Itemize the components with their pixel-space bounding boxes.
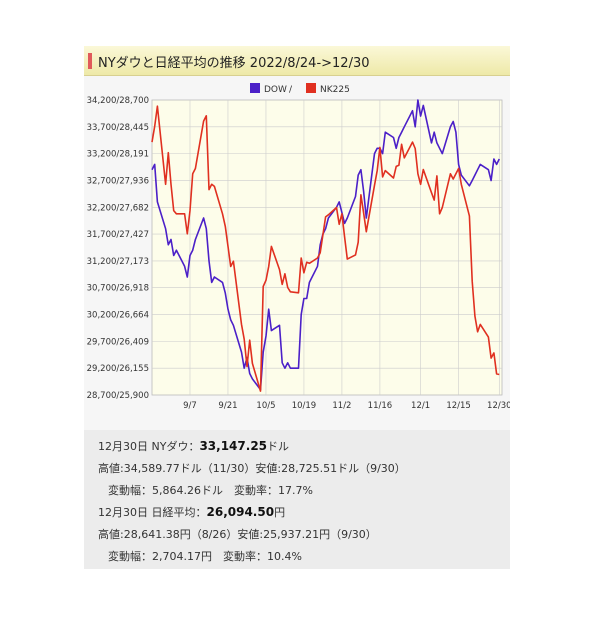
x-tick-label: 12/15 — [446, 401, 471, 411]
legend-label-nk225: NK225 — [320, 85, 350, 95]
plot-background — [151, 99, 503, 396]
y-tick-label: 30,200/26,664 — [87, 311, 149, 321]
nk-range-line: 高値:28,641.38円（8/26）安値:25,937.21円（9/30） — [98, 528, 377, 541]
y-tick-label: 34,200/28,700 — [87, 96, 149, 106]
series-line-nk225 — [151, 105, 500, 392]
series-lines — [151, 99, 501, 392]
y-tick-label: 30,700/26,918 — [87, 284, 149, 294]
chart-title: NYダウと日経平均の推移 2022/8/24->12/30 — [98, 56, 370, 71]
y-tick-label: 31,200/27,173 — [87, 257, 149, 267]
y-tick-label: 33,700/28,445 — [87, 123, 149, 133]
y-tick-label: 29,700/26,409 — [87, 337, 149, 347]
legend-swatch-dow — [250, 83, 260, 93]
y-tick-label: 32,200/27,682 — [87, 203, 149, 213]
nk-summary-line: 12月30日 日経平均：26,094.50円 — [98, 504, 285, 520]
legend-label-dow: DOW — [264, 85, 287, 95]
x-tick-label: 10/19 — [292, 401, 317, 411]
nk-unit: 円 — [274, 506, 286, 519]
x-tick-label: 9/7 — [183, 401, 197, 411]
y-tick-label: 33,200/28,191 — [87, 150, 149, 160]
grid — [152, 100, 502, 395]
dow-date-label: 12月30日 NYダウ： — [98, 440, 200, 453]
nk-close-value: 26,094.50 — [206, 505, 275, 519]
legend-separator: / — [289, 85, 293, 95]
nk-change-line: 変動幅：2,704.17円 変動率：10.4% — [108, 550, 302, 563]
y-axis-ticks: 34,200/28,700 33,700/28,445 33,200/28,191 3… — [87, 96, 149, 401]
dow-range-line: 高値:34,589.77ドル（11/30）安値:28,725.51ドル（9/30… — [98, 462, 406, 475]
dow-summary-line: 12月30日 NYダウ：33,147.25ドル — [98, 438, 289, 454]
y-tick-label: 28,700/25,900 — [87, 391, 149, 401]
x-tick-label: 11/16 — [368, 401, 393, 411]
x-tick-label: 12/30 — [487, 401, 510, 411]
title-bar: NYダウと日経平均の推移 2022/8/24->12/30 — [84, 46, 510, 76]
line-chart: 34,200/28,700 33,700/28,445 33,200/28,191 3… — [87, 83, 510, 411]
title-accent-bar — [88, 53, 92, 69]
y-tick-label: 29,200/26,155 — [87, 364, 149, 374]
dow-change-line: 変動幅：5,864.26ドル 変動率：17.7% — [108, 484, 313, 497]
legend-swatch-nk225 — [306, 83, 316, 93]
x-tick-label: 9/21 — [218, 401, 237, 411]
y-tick-label: 31,700/27,427 — [87, 230, 149, 240]
summary-panel: 12月30日 NYダウ：33,147.25ドル 高値:34,589.77ドル（1… — [84, 430, 510, 569]
x-tick-label: 12/1 — [411, 401, 430, 411]
legend: DOW / NK225 — [250, 83, 350, 95]
series-line-dow — [151, 99, 501, 391]
nk-date-label: 12月30日 日経平均： — [98, 506, 207, 519]
x-tick-label: 11/2 — [332, 401, 351, 411]
y-tick-label: 32,700/27,936 — [87, 176, 149, 186]
dow-unit: ドル — [267, 440, 290, 453]
chart-panel: NYダウと日経平均の推移 2022/8/24->12/30 34,200/28,… — [84, 46, 510, 569]
x-axis-ticks: 9/7 9/21 10/5 10/19 11/2 11/16 12/1 12/15 12/30 — [183, 401, 510, 411]
dow-close-value: 33,147.25 — [199, 439, 268, 453]
x-tick-label: 10/5 — [256, 401, 275, 411]
